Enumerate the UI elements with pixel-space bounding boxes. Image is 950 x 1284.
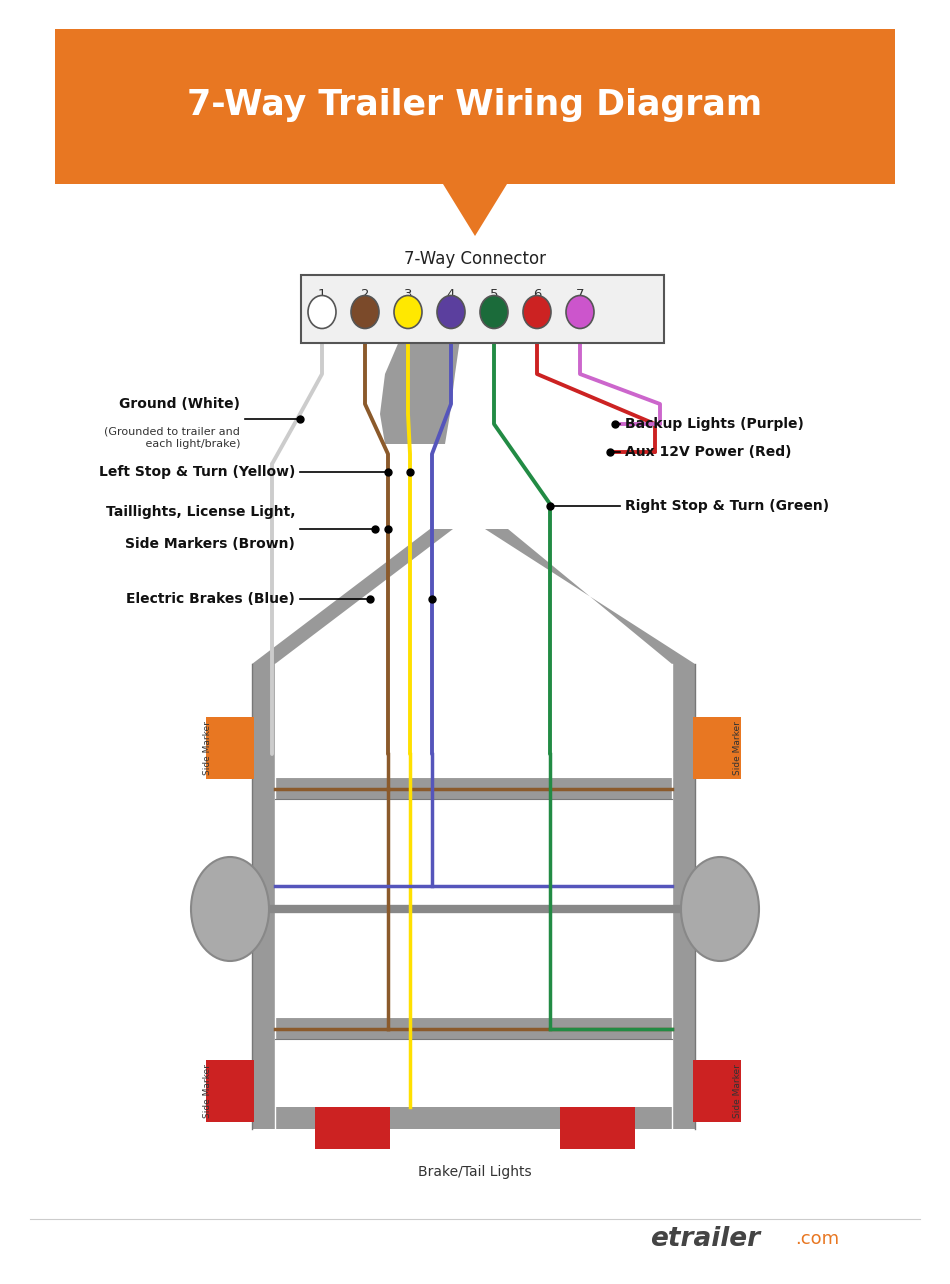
FancyBboxPatch shape [301,275,664,343]
FancyBboxPatch shape [275,1017,672,1039]
Text: Backup Lights (Purple): Backup Lights (Purple) [625,417,804,431]
FancyBboxPatch shape [693,716,741,779]
Ellipse shape [351,295,379,329]
Text: Left Stop & Turn (Yellow): Left Stop & Turn (Yellow) [99,465,295,479]
Text: Right Stop & Turn (Green): Right Stop & Turn (Green) [625,499,829,514]
Text: 7-Way Trailer Wiring Diagram: 7-Way Trailer Wiring Diagram [187,87,763,122]
FancyBboxPatch shape [560,1107,635,1149]
Text: 2: 2 [361,289,370,302]
Polygon shape [380,339,460,444]
Ellipse shape [681,856,759,960]
FancyBboxPatch shape [252,1107,695,1129]
FancyBboxPatch shape [672,664,695,1129]
Text: Side Marker: Side Marker [203,1064,213,1118]
FancyBboxPatch shape [315,1107,390,1149]
Ellipse shape [566,295,594,329]
Ellipse shape [394,295,422,329]
Text: Ground (White): Ground (White) [119,397,240,411]
Text: Side Markers (Brown): Side Markers (Brown) [125,537,295,551]
Polygon shape [485,529,695,664]
Text: Aux 12V Power (Red): Aux 12V Power (Red) [625,446,791,458]
Ellipse shape [437,295,465,329]
Text: 5: 5 [490,289,498,302]
Text: 6: 6 [533,289,542,302]
Text: Side Marker: Side Marker [733,1064,743,1118]
Ellipse shape [308,295,336,329]
Polygon shape [443,184,507,236]
Text: 1: 1 [317,289,326,302]
FancyBboxPatch shape [252,664,275,1129]
FancyBboxPatch shape [206,716,254,779]
Text: etrailer: etrailer [650,1226,760,1252]
Ellipse shape [191,856,269,960]
Text: Taillights, License Light,: Taillights, License Light, [105,505,295,519]
Ellipse shape [480,295,508,329]
Polygon shape [252,529,453,664]
FancyBboxPatch shape [693,1061,741,1122]
Text: (Grounded to trailer and
 each light/brake): (Grounded to trailer and each light/brak… [104,428,240,448]
Text: Side Marker: Side Marker [203,722,213,776]
Text: Electric Brakes (Blue): Electric Brakes (Blue) [126,592,295,606]
Ellipse shape [523,295,551,329]
Text: 3: 3 [404,289,412,302]
Text: 4: 4 [446,289,455,302]
FancyBboxPatch shape [206,1061,254,1122]
Text: 7: 7 [576,289,584,302]
Text: 7-Way Connector: 7-Way Connector [404,250,546,268]
FancyBboxPatch shape [55,30,895,184]
Text: Side Marker: Side Marker [733,722,743,776]
Text: .com: .com [795,1230,839,1248]
Text: Brake/Tail Lights: Brake/Tail Lights [418,1165,532,1179]
FancyBboxPatch shape [275,777,672,799]
